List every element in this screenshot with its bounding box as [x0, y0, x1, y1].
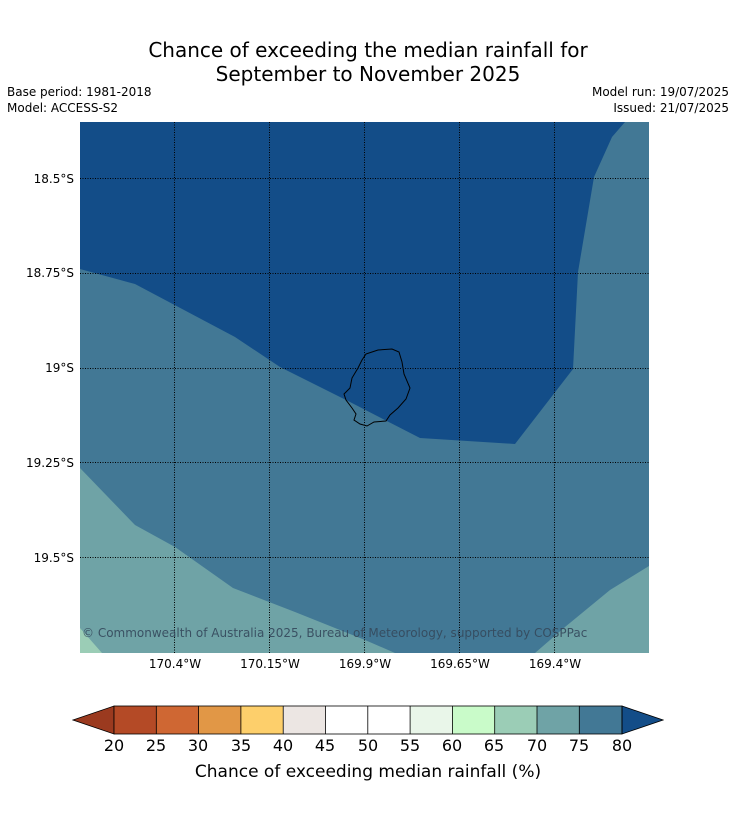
- colorbar-tick-60: 60: [441, 736, 463, 755]
- colorbar: [71, 705, 665, 735]
- colorbar-segment-75-80: [579, 706, 622, 734]
- colorbar-segment-35-40: [240, 706, 284, 734]
- colorbar-segment-65-70: [494, 706, 537, 734]
- colorbar-tick-65: 65: [483, 736, 505, 755]
- lon-label-169-65: 169.65°W: [430, 657, 490, 671]
- colorbar-segment-55-60: [410, 706, 453, 734]
- colorbar-segment-45-50: [325, 706, 368, 734]
- colorbar-segment-30-35: [198, 706, 241, 734]
- colorbar-segment-60-65: [452, 706, 495, 734]
- niue-island-outline: [343, 348, 411, 427]
- lon-label-169-9: 169.9°W: [338, 657, 392, 671]
- colorbar-segment-50-55: [367, 706, 411, 734]
- graticule: [80, 122, 649, 653]
- lon-label-169-4: 169.4°W: [528, 657, 582, 671]
- colorbar-tick-70: 70: [526, 736, 548, 755]
- copyright-notice: © Commonwealth of Australia 2025, Bureau…: [82, 626, 588, 640]
- issued-text: Issued: 21/07/2025: [613, 101, 729, 115]
- colorbar-label: Chance of exceeding median rainfall (%): [194, 762, 542, 782]
- title-line-2: September to November 2025: [215, 62, 521, 86]
- colorbar-svg: [71, 705, 665, 735]
- colorbar-tick-40: 40: [272, 736, 294, 755]
- colorbar-tick-30: 30: [187, 736, 209, 755]
- colorbar-segment-20-25: [114, 706, 157, 734]
- colorbar-tick-35: 35: [230, 736, 252, 755]
- colorbar-tick-80: 80: [611, 736, 633, 755]
- title-line-1: Chance of exceeding the median rainfall …: [148, 38, 588, 62]
- base-period-text: Base period: 1981-2018: [7, 85, 152, 99]
- map-svg: [80, 122, 649, 653]
- lat-label-19-25: 19.25°S: [26, 456, 74, 470]
- region-70-75-east: [535, 566, 649, 653]
- model-text: Model: ACCESS-S2: [7, 101, 119, 115]
- colorbar-dividers: [113, 705, 623, 735]
- region-75-80: [80, 122, 649, 653]
- meta-left: Base period: 1981-2018 Model: ACCESS-S2: [7, 84, 152, 116]
- model-run-text: Model run: 19/07/2025: [591, 85, 729, 99]
- meta-right: Model run: 19/07/2025 Issued: 21/07/2025: [592, 84, 729, 116]
- colorbar-arrow-low: [71, 705, 115, 735]
- colorbar-tick-55: 55: [399, 736, 421, 755]
- map-panel: [80, 122, 649, 653]
- lat-label-19-5: 19.5°S: [33, 551, 74, 565]
- colorbar-segment-25-30: [156, 706, 199, 734]
- lon-label-170-4: 170.4°W: [148, 657, 202, 671]
- colorbar-segment-40-45: [283, 706, 326, 734]
- lat-label-18-5: 18.5°S: [33, 172, 74, 186]
- region-65-70-corner: [80, 628, 102, 653]
- colorbar-tick-25: 25: [145, 736, 167, 755]
- lon-label-170-15: 170.15°W: [240, 657, 300, 671]
- lat-label-19: 19°S: [45, 361, 74, 375]
- colorbar-tick-50: 50: [357, 736, 379, 755]
- colorbar-tick-45: 45: [314, 736, 336, 755]
- colorbar-segment-70-75: [537, 706, 580, 734]
- colorbar-tick-20: 20: [103, 736, 125, 755]
- region-70-75-west: [80, 468, 395, 653]
- lat-label-18-75: 18.75°S: [26, 266, 74, 280]
- colorbar-tick-75: 75: [568, 736, 590, 755]
- colorbar-arrow-high: [621, 705, 665, 735]
- map-title: Chance of exceeding the median rainfall …: [0, 38, 736, 86]
